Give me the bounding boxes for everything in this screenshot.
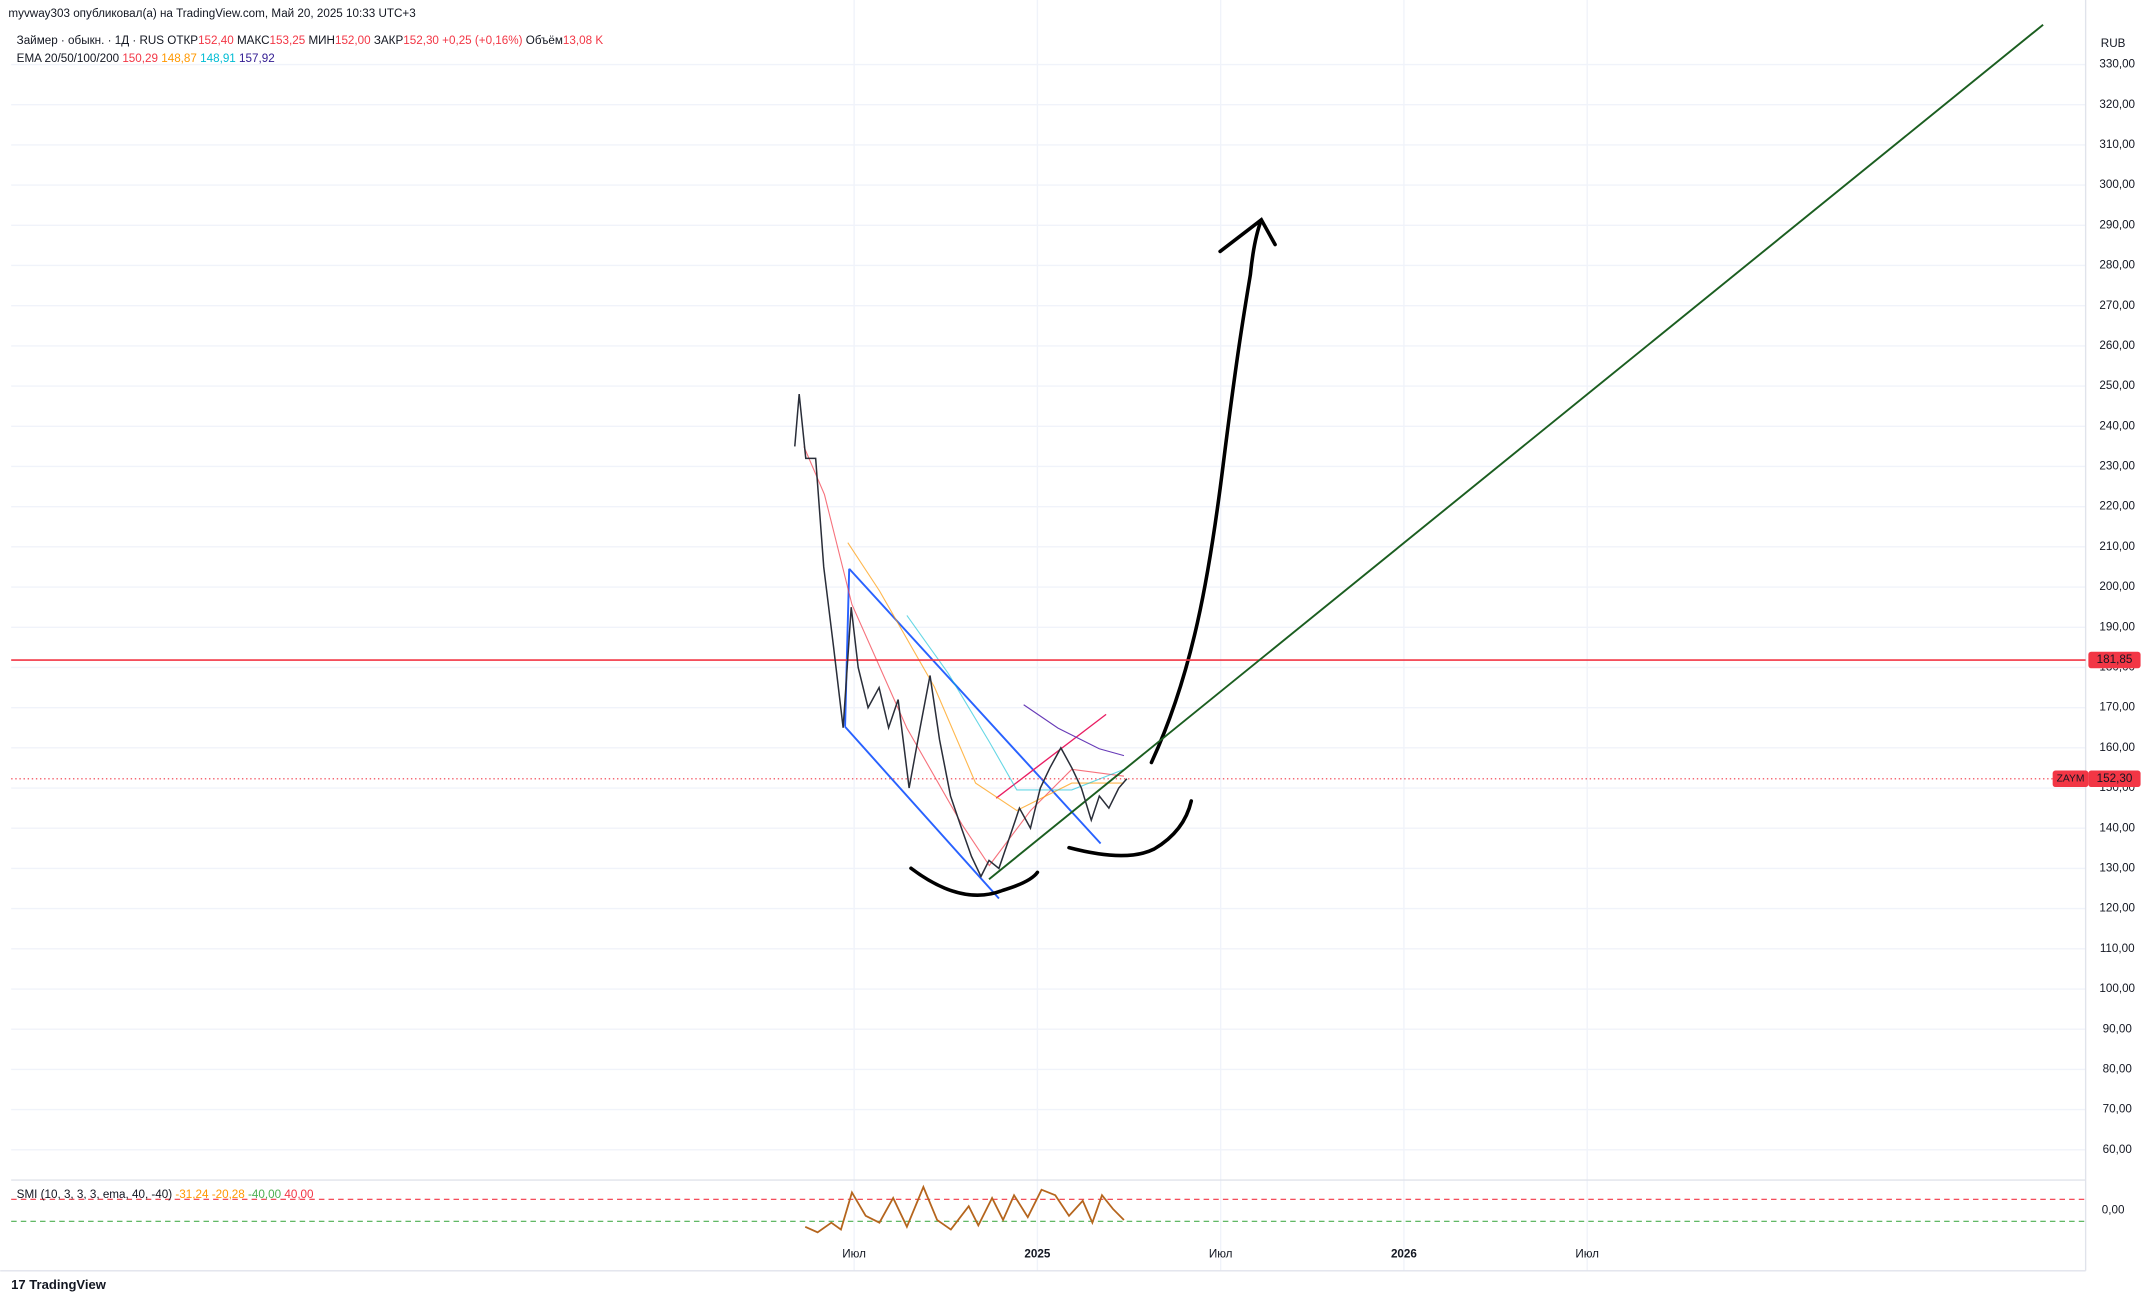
y-tick-label: 80,00 bbox=[2103, 1062, 2133, 1075]
y-tick-label: 60,00 bbox=[2103, 1143, 2133, 1156]
smi-name: SMI (10, 3, 3, 3, ema, 40, -40) bbox=[17, 1188, 173, 1201]
ema-value: 157,92 bbox=[239, 52, 275, 65]
smi-value: -20,28 bbox=[212, 1188, 245, 1201]
y-tick-label: 120,00 bbox=[2099, 902, 2135, 915]
ema50 bbox=[847, 542, 1124, 812]
y-tick-label: 230,00 bbox=[2099, 460, 2135, 473]
x-tick-label: Июл bbox=[1575, 1247, 1599, 1260]
y-tick-label: 110,00 bbox=[2100, 942, 2135, 955]
y-tick-label: 190,00 bbox=[2099, 620, 2135, 633]
y-tick-label: 240,00 bbox=[2099, 419, 2135, 432]
last-price-label: 152,30 bbox=[2097, 772, 2133, 785]
price-line bbox=[794, 394, 1128, 879]
y-tick-label: 70,00 bbox=[2103, 1103, 2133, 1116]
x-tick-label: Июл bbox=[842, 1247, 866, 1260]
x-tick-label: Июл bbox=[1209, 1247, 1233, 1260]
y-tick-label: 130,00 bbox=[2099, 862, 2135, 875]
smile-drawing bbox=[1067, 799, 1194, 858]
y-tick-label: 100,00 bbox=[2099, 982, 2135, 995]
smi-line bbox=[804, 1184, 1125, 1234]
pink-line bbox=[995, 713, 1107, 799]
y-tick-label: 300,00 bbox=[2099, 178, 2135, 191]
ohlc-label: ЗАКР bbox=[374, 34, 404, 47]
y-tick-label: 140,00 bbox=[2099, 821, 2135, 834]
channel-drawing bbox=[844, 568, 1102, 900]
smi-value: -31,24 bbox=[175, 1188, 209, 1201]
ohlc-value: 152,30 bbox=[403, 34, 439, 47]
smi-zero-label: 0,00 bbox=[2102, 1203, 2125, 1216]
legend-symbol: Займер · обыкн. · 1Д · RUS ОТКР152,40 МА… bbox=[17, 34, 604, 47]
ema-value: 150,29 bbox=[122, 52, 158, 65]
symbol-box bbox=[2052, 770, 2089, 788]
change: +0,25 (+0,16%) bbox=[442, 34, 522, 47]
ema200 bbox=[1023, 704, 1125, 757]
level-label-box bbox=[2088, 651, 2141, 669]
y-tick-label: 210,00 bbox=[2099, 540, 2135, 553]
smi-value: 40,00 bbox=[284, 1188, 314, 1201]
legend-smi: SMI (10, 3, 3, 3, ema, 40, -40) -31,24 -… bbox=[17, 1188, 314, 1201]
y-tick-label: 320,00 bbox=[2099, 98, 2135, 111]
y-tick-label: 170,00 bbox=[2099, 701, 2135, 714]
ohlc-value: 152,40 bbox=[198, 34, 234, 47]
trend-line bbox=[988, 23, 2044, 881]
y-tick-label: 280,00 bbox=[2099, 259, 2135, 272]
level-label: 181,85 bbox=[2097, 653, 2133, 666]
ohlc-value: 152,00 bbox=[335, 34, 371, 47]
ohlc-value: 153,25 bbox=[270, 34, 306, 47]
y-tick-label: 310,00 bbox=[2099, 138, 2135, 151]
y-tick-label: 200,00 bbox=[2099, 580, 2135, 593]
y-tick-label: 220,00 bbox=[2099, 500, 2135, 513]
x-tick-label: 2026 bbox=[1391, 1247, 1417, 1260]
grid bbox=[11, 0, 2086, 1271]
ohlc-label: ОТКР bbox=[167, 34, 198, 47]
publish-info: myvway303 опубликовал(а) на TradingView.… bbox=[8, 7, 415, 20]
currency: RUB bbox=[2101, 37, 2126, 50]
y-tick-label: 160,00 bbox=[2099, 741, 2135, 754]
ema-name: EMA 20/50/100/200 bbox=[17, 52, 120, 65]
symbol-label: ZAYM bbox=[2057, 774, 2085, 785]
legend-ema: EMA 20/50/100/200 150,29 148,87 148,91 1… bbox=[17, 52, 275, 65]
ohlc-label: МАКС bbox=[237, 34, 270, 47]
ema20 bbox=[803, 446, 1125, 867]
volume: 13,08 K bbox=[563, 34, 603, 47]
ema-value: 148,91 bbox=[200, 52, 236, 65]
y-tick-label: 290,00 bbox=[2099, 218, 2135, 231]
y-tick-label: 260,00 bbox=[2099, 339, 2135, 352]
x-tick-label: 2025 bbox=[1024, 1247, 1050, 1260]
ema-value: 148,87 bbox=[161, 52, 197, 65]
logo-text: TradingView bbox=[29, 1277, 106, 1292]
volume-label: Объём bbox=[526, 34, 563, 47]
logo: 17 TradingView bbox=[11, 1277, 107, 1292]
y-tick-label: 330,00 bbox=[2099, 58, 2135, 71]
smi-value: -40,00 bbox=[248, 1188, 282, 1201]
last-price-box bbox=[2088, 770, 2141, 788]
y-tick-label: 270,00 bbox=[2099, 299, 2135, 312]
y-tick-label: 90,00 bbox=[2103, 1022, 2133, 1035]
logo-icon: 17 bbox=[11, 1277, 29, 1292]
y-tick-label: 250,00 bbox=[2099, 379, 2135, 392]
symbol: Займер · обыкн. · 1Д · RUS bbox=[17, 34, 165, 47]
ohlc-label: МИН bbox=[308, 34, 335, 47]
smile-drawing bbox=[909, 866, 1040, 897]
